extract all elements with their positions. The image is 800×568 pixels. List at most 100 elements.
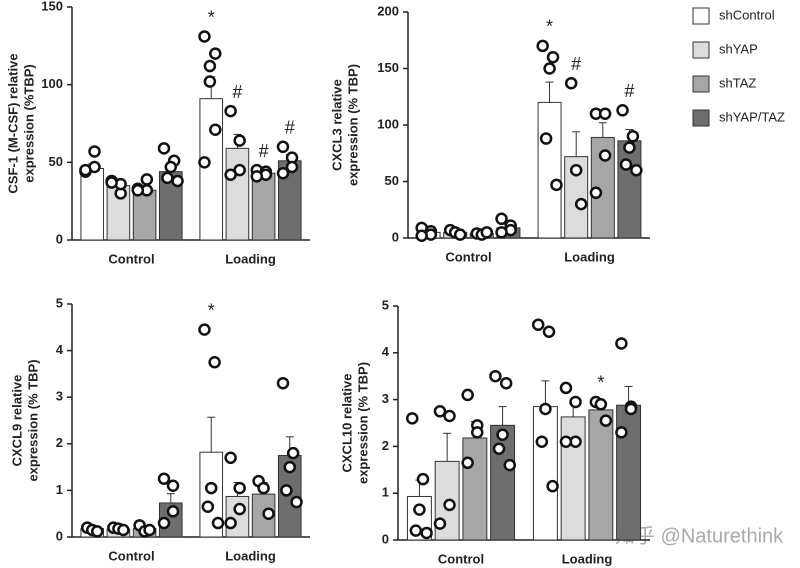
data-point xyxy=(495,212,508,226)
data-point xyxy=(420,526,433,540)
bar xyxy=(616,404,642,541)
data-point xyxy=(262,507,275,520)
y-tick-label: 4 xyxy=(382,344,390,359)
data-point xyxy=(443,409,456,423)
x-tick-label: Control xyxy=(438,551,484,566)
y-axis-label: expression (%TBP) xyxy=(21,64,36,182)
data-point xyxy=(143,523,156,537)
bar xyxy=(80,168,105,241)
bar xyxy=(462,437,488,541)
data-point xyxy=(531,318,545,331)
bar xyxy=(532,406,558,541)
data-point xyxy=(546,479,559,493)
data-point xyxy=(624,402,638,416)
x-tick-label: Loading xyxy=(225,548,276,563)
data-point xyxy=(198,30,211,43)
legend-label: shControl xyxy=(719,7,775,22)
y-tick-label: 150 xyxy=(41,0,63,13)
y-tick-label: 100 xyxy=(377,116,399,131)
data-point xyxy=(546,50,560,64)
data-point xyxy=(616,104,629,117)
data-point xyxy=(157,142,171,155)
y-tick-label: 3 xyxy=(382,391,389,406)
bar xyxy=(132,189,157,241)
data-point xyxy=(405,412,419,425)
x-tick-label: Control xyxy=(445,249,491,264)
y-tick-label: 0 xyxy=(382,531,389,546)
data-point xyxy=(492,442,506,455)
data-point xyxy=(250,170,264,183)
bar xyxy=(537,101,562,239)
significance-marker: # xyxy=(259,141,269,161)
y-axis-label: CSF-1 (M-CSF) relative xyxy=(5,53,20,193)
data-point xyxy=(117,523,130,537)
data-point xyxy=(503,458,517,472)
data-point xyxy=(535,435,549,448)
data-point xyxy=(542,325,556,338)
data-point xyxy=(574,197,588,211)
x-tick-label: Loading xyxy=(225,251,276,266)
y-tick-label: 150 xyxy=(377,60,399,75)
data-point xyxy=(415,229,428,242)
x-tick-label: Loading xyxy=(564,249,615,264)
data-point xyxy=(211,516,225,530)
data-point xyxy=(413,503,426,516)
data-point xyxy=(164,160,178,174)
data-point xyxy=(233,481,246,495)
y-tick-label: 200 xyxy=(377,3,399,18)
data-point xyxy=(233,134,246,147)
data-point xyxy=(79,163,92,177)
data-point xyxy=(290,495,303,509)
y-tick-label: 1 xyxy=(382,485,389,500)
y-axis-label: expression (% TBP) xyxy=(25,359,40,481)
significance-marker: * xyxy=(597,373,604,393)
y-tick-label: 0 xyxy=(392,229,399,244)
data-point xyxy=(496,428,509,441)
x-tick-label: Control xyxy=(108,548,154,563)
bar xyxy=(490,424,516,541)
x-tick-label: Control xyxy=(108,251,154,266)
data-point xyxy=(276,376,290,390)
bar xyxy=(560,416,586,541)
y-tick-label: 2 xyxy=(56,435,63,450)
data-point xyxy=(198,323,211,336)
data-point xyxy=(203,75,217,88)
y-tick-label: 0 xyxy=(56,528,63,543)
data-point xyxy=(630,163,643,177)
bar xyxy=(199,98,224,241)
data-point xyxy=(615,426,628,439)
data-point xyxy=(433,517,447,530)
data-point xyxy=(626,130,640,143)
data-point xyxy=(543,62,556,75)
y-axis-label: CXCL9 relative xyxy=(9,375,24,467)
data-point xyxy=(198,156,211,169)
data-point xyxy=(623,141,636,154)
data-point xyxy=(461,388,474,402)
data-point xyxy=(161,171,174,185)
significance-marker: # xyxy=(624,81,634,101)
bar xyxy=(225,495,250,538)
data-point xyxy=(224,451,237,465)
data-point xyxy=(539,132,553,145)
data-point xyxy=(619,158,633,171)
data-point xyxy=(88,145,101,158)
data-point xyxy=(209,47,222,60)
data-point xyxy=(550,178,563,192)
data-point xyxy=(416,472,430,486)
data-point xyxy=(208,356,221,369)
watermark: 知乎 @Naturethink xyxy=(615,524,784,547)
data-point xyxy=(598,149,612,162)
y-tick-label: 4 xyxy=(56,342,64,357)
y-axis-label: CXCL3 relative xyxy=(329,79,344,171)
data-point xyxy=(166,479,180,492)
data-point xyxy=(105,176,118,189)
data-point xyxy=(453,228,467,241)
data-point xyxy=(589,186,603,200)
significance-marker: # xyxy=(571,54,581,74)
data-point xyxy=(140,173,154,186)
data-point xyxy=(224,516,237,530)
x-tick-label: Loading xyxy=(562,551,613,566)
legend-label: shTAZ xyxy=(719,75,756,90)
y-axis-label: expression (% TBP) xyxy=(345,64,360,186)
